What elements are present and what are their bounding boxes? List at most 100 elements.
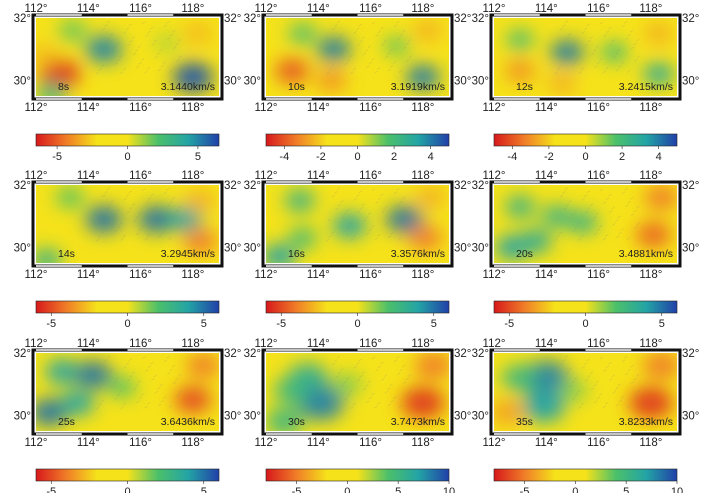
- velocity-label: 3.6436km/s: [161, 416, 215, 428]
- lon-label-top: 116°: [129, 170, 152, 182]
- velocity-anomaly: [36, 398, 68, 426]
- lon-label-bottom: 118°: [639, 437, 662, 449]
- topography-texture: [95, 187, 183, 242]
- velocity-anomaly: [108, 377, 136, 398]
- colorbar-tick-label: 5: [195, 151, 201, 163]
- colorbar-tick-label: 0: [344, 486, 350, 493]
- velocity-anomaly: [85, 35, 123, 63]
- lat-label-right: 32°: [224, 180, 241, 192]
- lon-label-bottom: 112°: [255, 437, 278, 449]
- topography-texture: [553, 187, 641, 242]
- velocity-anomaly: [635, 221, 672, 248]
- colorbar-tick-label: 5: [431, 318, 437, 330]
- colorbar-tick-label: 2: [391, 151, 397, 163]
- lat-label-right: 30°: [454, 410, 471, 422]
- lon-label-top: 112°: [483, 338, 506, 350]
- velocity-anomaly: [154, 34, 179, 52]
- velocity-anomaly: [288, 227, 317, 249]
- topography-texture: [325, 355, 413, 410]
- lon-label-bottom: 112°: [25, 269, 48, 281]
- lon-label-top: 114°: [535, 3, 558, 15]
- lat-label-left: 32°: [244, 13, 261, 25]
- lon-label-top: 114°: [307, 170, 330, 182]
- lon-label-top: 118°: [639, 3, 662, 15]
- velocity-anomaly: [414, 353, 449, 380]
- lon-label-top: 116°: [359, 170, 382, 182]
- lon-label-bottom: 116°: [129, 102, 152, 114]
- lon-label-bottom: 118°: [639, 269, 662, 281]
- lon-label-top: 112°: [483, 3, 506, 15]
- lon-label-bottom: 116°: [359, 102, 382, 114]
- velocity-anomaly: [39, 59, 80, 89]
- colorbar-tick-label: -4: [507, 151, 517, 163]
- colorbar-tick-label: 0: [354, 151, 360, 163]
- lon-label-bottom: 116°: [587, 437, 610, 449]
- lon-label-bottom: 112°: [483, 269, 506, 281]
- velocity-anomaly: [504, 59, 536, 83]
- map-panel: 112° 112° 114° 114° 116° 116° 118° 118° 32° 30° 32…: [14, 338, 242, 493]
- lon-label-bottom: 114°: [535, 102, 558, 114]
- lon-label-bottom: 118°: [411, 102, 434, 114]
- velocity-anomaly: [168, 206, 202, 232]
- lon-label-top: 116°: [587, 170, 610, 182]
- period-label: 12s: [516, 81, 533, 93]
- lon-label-top: 118°: [411, 170, 434, 182]
- velocity-anomaly: [266, 244, 296, 263]
- velocity-anomaly: [501, 364, 539, 392]
- colorbar: [35, 133, 220, 147]
- lat-label-left: 32°: [14, 180, 31, 192]
- lon-label-top: 116°: [129, 338, 152, 350]
- period-label: 25s: [58, 416, 75, 428]
- lon-label-top: 116°: [587, 3, 610, 15]
- topography-texture: [553, 20, 641, 75]
- lat-label-right: 30°: [224, 75, 241, 87]
- colorbar: [265, 300, 450, 314]
- period-label: 16s: [288, 248, 305, 260]
- velocity-anomaly: [506, 29, 534, 50]
- colorbar: [265, 468, 450, 482]
- topography-texture: [553, 355, 641, 410]
- colorbar-tick-label: 5: [623, 486, 629, 493]
- colorbar-tick-label: 10: [443, 486, 455, 493]
- velocity-anomaly: [504, 195, 536, 219]
- lon-label-bottom: 116°: [129, 269, 152, 281]
- lat-label-left: 30°: [14, 410, 31, 422]
- lon-label-bottom: 112°: [483, 102, 506, 114]
- lat-label-left: 30°: [472, 410, 489, 422]
- lat-label-left: 32°: [472, 348, 489, 360]
- lon-label-bottom: 112°: [255, 269, 278, 281]
- lon-label-top: 118°: [411, 338, 434, 350]
- velocity-anomaly: [331, 372, 363, 396]
- velocity-anomaly: [36, 44, 60, 67]
- map-panel: 112° 112° 114° 114° 116° 116° 118° 118° 32° 30° 32…: [14, 3, 242, 163]
- velocity-anomaly: [137, 205, 175, 233]
- colorbar-tick-label: -5: [276, 318, 286, 330]
- colorbar-tick-label: 0: [124, 151, 130, 163]
- lon-label-top: 116°: [359, 3, 382, 15]
- lon-label-top: 114°: [307, 3, 330, 15]
- lat-label-right: 32°: [682, 180, 699, 192]
- colorbar-tick-label: 0: [124, 318, 130, 330]
- topography-texture: [95, 355, 183, 410]
- velocity-anomaly: [36, 81, 67, 96]
- velocity-anomaly: [383, 36, 410, 56]
- colorbar: [35, 468, 220, 482]
- period-label: 35s: [516, 416, 533, 428]
- colorbar-tick-label: 0: [354, 318, 360, 330]
- velocity-anomaly: [567, 211, 599, 234]
- velocity-anomaly: [36, 248, 62, 263]
- velocity-anomaly: [550, 39, 584, 65]
- period-label: 14s: [58, 248, 75, 260]
- velocity-anomaly: [642, 353, 677, 380]
- velocity-anomaly: [56, 187, 84, 208]
- velocity-anomaly: [415, 186, 446, 209]
- lon-label-top: 112°: [483, 170, 506, 182]
- map-panel: 112° 112° 114° 114° 116° 116° 118° 118° 32° 30° 32…: [472, 170, 700, 330]
- period-label: 20s: [516, 248, 533, 260]
- lat-label-right: 30°: [454, 75, 471, 87]
- colorbar: [493, 468, 678, 482]
- map-panel: 112° 112° 114° 114° 116° 116° 118° 118° 32° 30° 32…: [244, 3, 472, 163]
- colorbar-tick-label: 0: [572, 486, 578, 493]
- velocity-anomaly: [45, 359, 79, 385]
- lon-label-top: 112°: [255, 3, 278, 15]
